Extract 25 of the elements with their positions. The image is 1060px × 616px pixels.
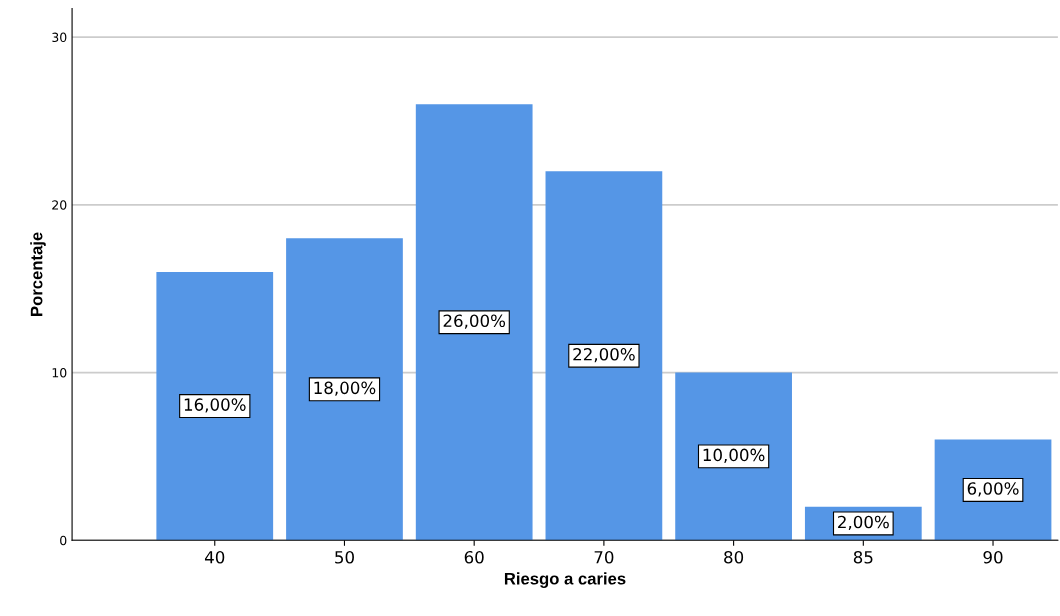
- data-label: 18,00%: [314, 381, 376, 396]
- y-tick-label: 30: [52, 32, 67, 43]
- bar: [675, 372, 792, 541]
- y-axis-title: Porcentaje: [30, 232, 46, 316]
- data-label: 26,00%: [443, 314, 506, 329]
- y-tick-label: 10: [52, 368, 67, 378]
- data-label: 10,00%: [703, 448, 765, 463]
- x-tick-label: 85: [853, 550, 873, 564]
- bar: [156, 271, 274, 541]
- y-tick-label: 20: [52, 200, 67, 210]
- data-label: 6,00%: [967, 482, 1019, 497]
- x-tick-label: 50: [335, 550, 354, 564]
- bar: [545, 171, 663, 541]
- data-label: 22,00%: [573, 347, 635, 363]
- y-tick-label: 0: [60, 535, 67, 546]
- bar: [286, 238, 403, 541]
- bar: [415, 104, 533, 541]
- data-label: 2,00%: [838, 515, 889, 530]
- x-tick-label: 70: [594, 550, 614, 564]
- x-tick-label: 80: [724, 550, 744, 564]
- x-tick-label: 90: [983, 550, 1003, 564]
- data-label: 16,00%: [184, 398, 246, 413]
- x-axis-title: Riesgo a caries: [504, 572, 626, 588]
- x-tick-label: 40: [204, 550, 225, 564]
- x-tick-label: 60: [464, 550, 484, 564]
